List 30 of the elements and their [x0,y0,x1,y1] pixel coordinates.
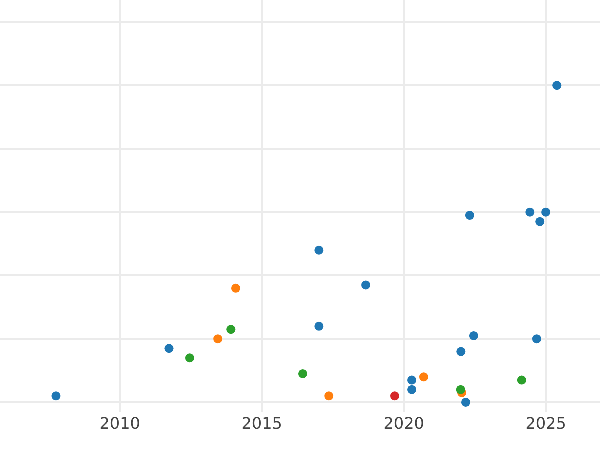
point [52,392,61,401]
point [298,369,308,378]
x-tick-label: 2015 [242,414,282,433]
point [465,211,474,220]
point [461,398,470,407]
point [552,81,562,90]
point [532,334,542,344]
point [226,325,236,334]
point [362,280,371,290]
x-tick-label: 2010 [100,414,140,433]
point [214,334,223,344]
point [314,322,324,331]
x-tick-label: 2020 [384,414,424,433]
point [231,284,240,293]
point [526,208,535,217]
point [536,217,545,226]
point [542,208,551,217]
x-tick-label: 2025 [526,414,566,433]
point [314,246,324,255]
point [517,376,526,385]
point [408,385,417,394]
point [164,344,174,354]
point [469,331,478,340]
point [185,354,194,363]
point [456,347,466,356]
point [456,385,466,394]
point [419,372,428,382]
point [390,392,400,401]
point [324,392,334,401]
point [408,376,417,385]
